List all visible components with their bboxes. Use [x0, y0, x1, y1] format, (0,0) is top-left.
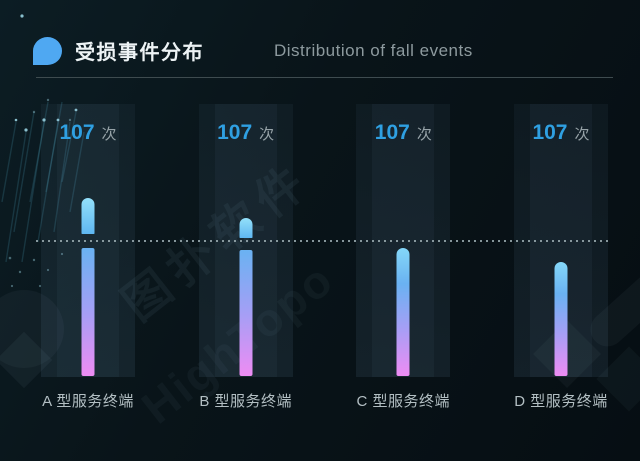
bar-main-segment — [396, 248, 410, 376]
column-panel: 107 次 — [198, 104, 293, 377]
bar-main-segment — [81, 248, 95, 376]
bar — [554, 262, 568, 376]
bar-cap-segment — [81, 198, 95, 234]
value-text: 107 — [532, 121, 568, 144]
bubble-icon — [33, 36, 62, 65]
value-row: 107 次 — [356, 121, 450, 145]
bar — [396, 248, 410, 376]
value-row: 107 次 — [199, 121, 293, 145]
threshold-dotted-line — [36, 240, 608, 242]
value-row: 107 次 — [514, 121, 608, 145]
bar-gap — [239, 238, 252, 250]
chart-column-d: 107 次 D 型服务终端 — [513, 104, 608, 411]
value-text: 107 — [59, 121, 95, 144]
bar-cap-segment — [239, 218, 253, 238]
bar-gap — [82, 234, 95, 248]
bar-main-segment — [239, 250, 253, 376]
chart-columns: 107 次 A 型服务终端 107 次 — [41, 104, 608, 411]
unit-text: 次 — [574, 126, 590, 143]
value-text: 107 — [374, 121, 410, 144]
bar — [81, 198, 95, 376]
chart-column-c: 107 次 C 型服务终端 — [356, 104, 451, 411]
header: 受损事件分布 Distribution of fall events — [33, 36, 473, 65]
category-label: C 型服务终端 — [356, 393, 451, 410]
unit-text: 次 — [101, 126, 117, 143]
chart-column-b: 107 次 B 型服务终端 — [198, 104, 293, 411]
category-label: B 型服务终端 — [199, 393, 292, 410]
unit-text: 次 — [416, 126, 432, 143]
bar-chart: 107 次 A 型服务终端 107 次 — [36, 104, 608, 411]
category-label: A 型服务终端 — [42, 393, 134, 410]
value-text: 107 — [217, 121, 253, 144]
unit-text: 次 — [259, 126, 275, 143]
chart-column-a: 107 次 A 型服务终端 — [41, 104, 135, 411]
bar — [239, 218, 253, 376]
category-label: D 型服务终端 — [514, 393, 608, 410]
value-row: 107 次 — [41, 121, 135, 145]
page-title: 受损事件分布 — [75, 42, 204, 64]
header-divider — [36, 77, 613, 78]
page-subtitle: Distribution of fall events — [274, 40, 473, 60]
bar-main-segment — [554, 262, 568, 376]
